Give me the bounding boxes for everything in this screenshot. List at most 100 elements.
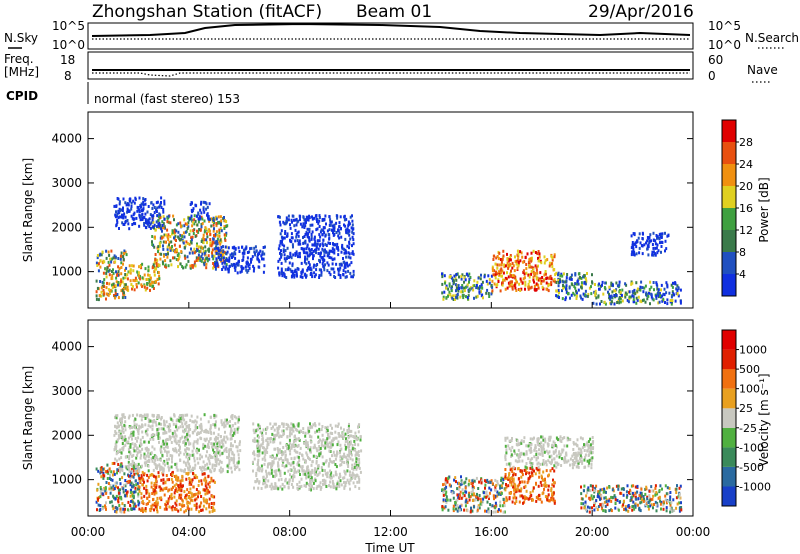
data-cell — [181, 235, 184, 238]
data-cell — [500, 491, 503, 495]
data-cell — [280, 261, 283, 265]
data-cell — [181, 474, 184, 478]
nsky-right-tick-top: 10^5 — [708, 19, 741, 33]
data-cell — [241, 259, 244, 262]
data-cell — [153, 223, 156, 227]
data-cell — [209, 241, 212, 245]
data-cell — [114, 296, 117, 300]
data-cell — [257, 442, 260, 446]
data-cell — [148, 225, 151, 229]
data-cell — [210, 502, 213, 505]
data-cell — [560, 272, 563, 276]
data-cell — [338, 472, 341, 476]
data-cell — [194, 427, 197, 431]
data-cell — [140, 474, 143, 478]
data-cell — [653, 239, 656, 242]
data-cell — [647, 253, 650, 257]
data-cell — [449, 498, 452, 502]
data-cell — [116, 273, 119, 277]
data-cell — [115, 494, 118, 498]
data-cell — [151, 424, 154, 428]
data-cell — [635, 281, 638, 285]
data-cell — [304, 431, 307, 435]
data-cell — [541, 276, 544, 279]
data-cell — [136, 446, 139, 450]
data-cell — [162, 215, 165, 219]
data-cell — [491, 269, 494, 273]
data-cell — [218, 440, 221, 444]
data-cell — [165, 505, 168, 509]
data-cell — [253, 437, 256, 441]
data-cell — [315, 242, 318, 246]
data-cell — [308, 429, 311, 433]
data-cell — [460, 496, 463, 500]
data-cell — [177, 258, 180, 262]
data-cell — [270, 462, 273, 466]
data-cell — [525, 472, 527, 476]
data-cell — [163, 429, 166, 433]
data-cell — [239, 440, 241, 444]
data-cell — [215, 451, 218, 455]
data-cell — [286, 447, 289, 451]
data-cell — [117, 296, 120, 300]
data-cell — [278, 272, 281, 276]
data-cell — [310, 478, 313, 482]
data-cell — [530, 259, 533, 263]
data-cell — [118, 493, 120, 497]
nsky-left-tick-bottom: 10^0 — [52, 38, 85, 52]
data-cell — [320, 270, 323, 274]
data-cell — [307, 426, 310, 430]
data-cell — [316, 227, 319, 231]
data-cell — [277, 431, 280, 435]
data-cell — [290, 256, 293, 260]
data-cell — [225, 231, 228, 235]
data-cell — [248, 263, 251, 267]
data-cell — [253, 250, 256, 254]
data-cell — [261, 468, 264, 472]
data-cell — [482, 497, 485, 501]
data-cell — [483, 275, 486, 279]
data-cell — [153, 482, 156, 485]
data-cell — [170, 240, 173, 244]
beam-label: Beam 01 — [356, 2, 432, 22]
data-cell — [124, 273, 127, 276]
data-cell — [153, 261, 156, 265]
data-cell — [318, 427, 321, 431]
data-cell — [144, 218, 147, 222]
data-cell — [174, 433, 177, 437]
data-cell — [190, 507, 193, 511]
data-cell — [338, 451, 341, 455]
data-cell — [257, 265, 260, 269]
data-cell — [473, 279, 476, 283]
data-cell — [153, 273, 156, 277]
data-cell — [113, 294, 115, 297]
data-cell — [258, 452, 261, 456]
data-cell — [307, 218, 310, 222]
data-cell — [352, 435, 355, 438]
data-cell — [296, 274, 298, 278]
data-cell — [295, 250, 298, 254]
data-cell — [219, 238, 222, 242]
data-cell — [565, 290, 568, 294]
data-cell — [283, 253, 286, 257]
data-cell — [157, 471, 160, 475]
data-cell — [282, 446, 285, 449]
data-cell — [339, 463, 342, 467]
data-cell — [314, 240, 317, 244]
data-cell — [210, 479, 213, 483]
data-cell — [151, 459, 154, 463]
data-cell — [203, 430, 206, 433]
data-cell — [447, 294, 449, 298]
data-cell — [526, 481, 529, 485]
data-cell — [660, 250, 662, 254]
data-cell — [138, 449, 141, 453]
data-cell — [293, 457, 296, 461]
data-cell — [203, 472, 206, 476]
data-cell — [657, 293, 660, 297]
data-cell — [278, 215, 281, 219]
data-cell — [353, 462, 356, 466]
data-cell — [358, 466, 361, 470]
data-cell — [206, 241, 208, 245]
data-cell — [444, 481, 447, 485]
data-cell — [352, 242, 355, 246]
